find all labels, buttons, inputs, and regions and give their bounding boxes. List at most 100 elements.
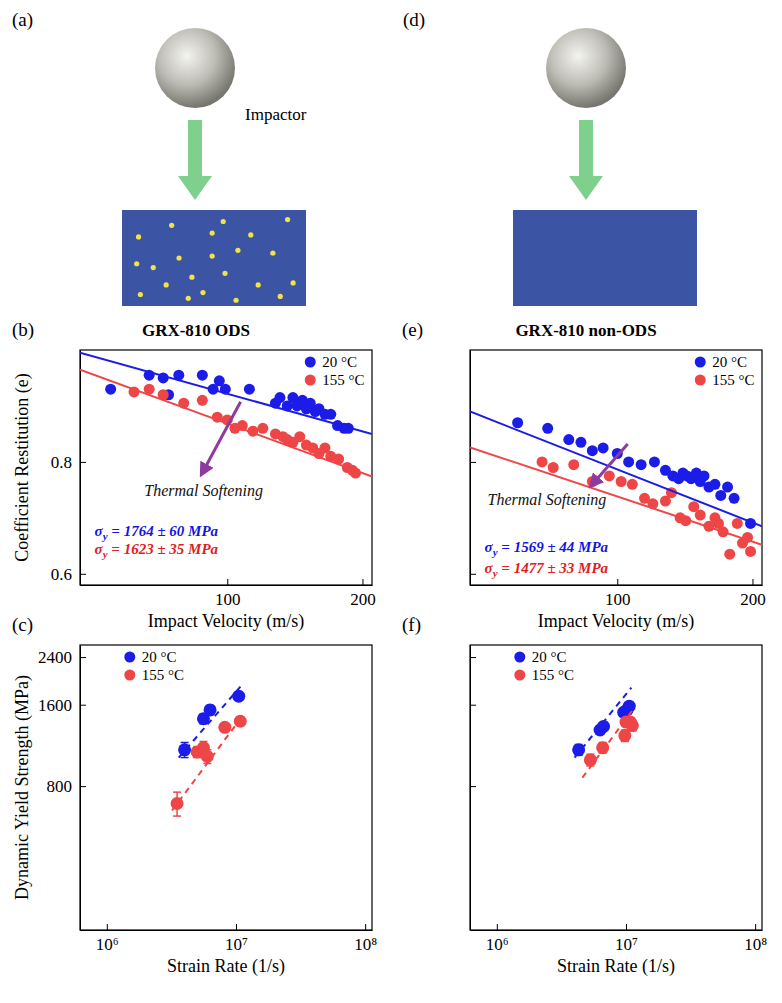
error-bar-cap (181, 757, 189, 759)
data-point (548, 462, 559, 473)
oxide-particle (169, 223, 174, 228)
tick-label: 1600 (38, 696, 72, 715)
oxide-particle (248, 232, 253, 237)
data-point (596, 741, 609, 754)
tick: 200 (740, 579, 766, 609)
tick-mark (752, 579, 753, 585)
oxide-particle (233, 298, 238, 303)
legend-label: 155 °C (532, 667, 574, 683)
tick-label: 10⁸ (354, 935, 377, 954)
oxide-particle (222, 271, 227, 276)
data-point (598, 442, 609, 453)
legend: 20 °C155 °C (695, 354, 755, 388)
tick: 2400 (38, 648, 86, 667)
data-point (616, 476, 627, 487)
tick-mark (470, 705, 476, 706)
data-point (197, 395, 208, 406)
y-axis (470, 646, 476, 931)
oxide-particle (256, 282, 261, 287)
chart-panel: 1002000.60.8(b)GRX-810 ODSImpact Velocit… (12, 319, 376, 632)
legend-marker (124, 652, 135, 663)
tick-label: 200 (740, 590, 766, 609)
oxide-particle (270, 251, 275, 256)
legend-label: 155 °C (322, 372, 364, 388)
tick (470, 657, 476, 658)
chart-panel: 10⁶10⁷10⁸80016002400(c)Strain Rate (1/s)… (12, 614, 377, 977)
fit-line (172, 716, 242, 810)
plot-frame (80, 350, 372, 585)
data-point (729, 493, 740, 504)
legend-marker (305, 357, 316, 368)
oxide-particle (176, 255, 181, 260)
tick: 10⁸ (354, 924, 377, 954)
tick-mark (755, 924, 756, 930)
tick-mark (107, 924, 108, 930)
legend: 20 °C155 °C (124, 649, 184, 683)
oxide-particle (138, 292, 143, 297)
plot-frame (470, 645, 762, 930)
x-axis-title: Impact Velocity (m/s) (148, 611, 305, 632)
tick-mark (470, 462, 476, 463)
oxide-particle (291, 280, 296, 285)
oxide-particle (186, 296, 191, 301)
legend: 20 °C155 °C (514, 649, 574, 683)
tick (470, 462, 476, 463)
data-point (623, 700, 636, 713)
plot-frame (470, 350, 762, 585)
tick-label: 10⁸ (744, 935, 767, 954)
plot-area (572, 688, 639, 778)
tick-label: 100 (215, 590, 241, 609)
data-point (274, 392, 285, 403)
legend: 20 °C155 °C (305, 354, 365, 388)
impactor-sphere (155, 28, 235, 108)
fit-line (470, 447, 762, 544)
data-point (105, 384, 116, 395)
tick-label: 10⁶ (486, 935, 509, 954)
data-point (732, 518, 743, 529)
legend-label: 155 °C (142, 667, 184, 683)
y-axis-line (80, 351, 81, 586)
tick-mark (497, 924, 498, 930)
tick: 10⁷ (225, 924, 248, 954)
impact-arrow (569, 120, 603, 200)
data-point (197, 370, 208, 381)
panel-label: (b) (12, 319, 34, 341)
data-point (584, 753, 597, 766)
data-point (563, 434, 574, 445)
y-axis-title: Coefficient Restitution (e) (12, 373, 33, 562)
plot-area (171, 685, 247, 817)
x-axis-title: Strain Rate (1/s) (167, 956, 285, 977)
oxide-particle (200, 290, 205, 295)
data-point (709, 479, 720, 490)
tick-mark (80, 462, 86, 463)
tick-mark (617, 579, 618, 585)
impact-arrow (178, 120, 212, 200)
error-bar-cap (173, 815, 181, 817)
figure: (a)Impactor1002000.60.8(b)GRX-810 ODSImp… (0, 0, 782, 1003)
tick-label: 10⁷ (225, 935, 248, 954)
fit-line (582, 708, 633, 777)
data-point (542, 423, 553, 434)
y-axis: 80016002400 (38, 646, 86, 931)
legend-marker (695, 357, 706, 368)
oxide-particle (210, 230, 215, 235)
diagram-panel: (a)Impactor (12, 9, 307, 306)
data-point (724, 549, 735, 560)
x-axis: 100200 (81, 579, 376, 609)
fit-line (80, 353, 372, 434)
data-point (699, 470, 710, 481)
plot-frame (80, 645, 372, 930)
data-point (244, 384, 255, 395)
legend-marker (514, 670, 525, 681)
oxide-particle (134, 261, 139, 266)
tick (470, 705, 476, 706)
data-point (232, 690, 245, 703)
tick: 1600 (38, 696, 86, 715)
annotation: σy = 1569 ± 44 MPa (485, 539, 609, 558)
x-axis-line (471, 930, 763, 931)
panel-label: (e) (402, 319, 423, 341)
legend-marker (124, 670, 135, 681)
plot-area (470, 412, 762, 560)
data-point (572, 743, 585, 756)
oxide-particle (285, 217, 290, 222)
